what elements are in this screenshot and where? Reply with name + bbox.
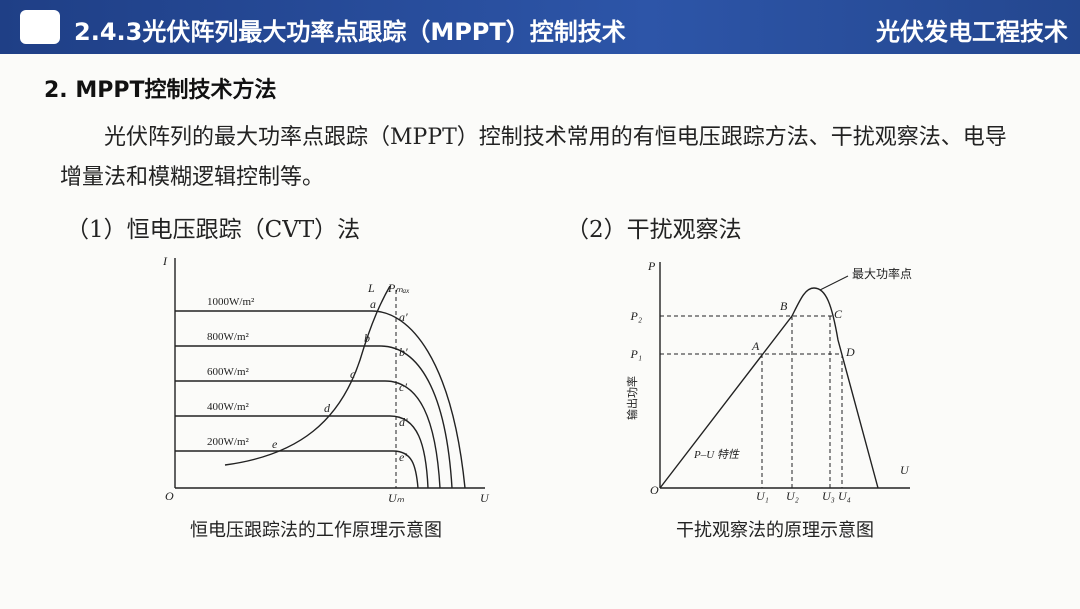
diagram-label: L [367,281,375,295]
diagram-label: a [370,297,376,311]
diagram-label: b′ [399,345,408,359]
caption: 干扰观察法的原理示意图 [676,520,874,541]
diagram-label: c [350,367,356,381]
diagram-label: O [650,483,659,497]
diagram-label: d′ [399,415,408,429]
pu-curve [659,287,879,489]
diagram-label: 输出功率 [625,376,639,420]
iv-curve [175,345,453,489]
diagram-label: 1000W/m² [207,296,255,308]
diagram-label: e′ [399,450,407,464]
diagram-label: 400W/m² [207,401,249,413]
diagram-label: e [272,437,278,451]
diagram-label: U₃ [822,489,835,503]
iv-curve [175,415,429,489]
iv-curve [175,380,441,489]
pointer [819,275,849,291]
diagram-label: c′ [399,380,407,394]
diagram-label: U₁ [756,489,769,503]
logo [20,10,60,44]
diagram-label: P–U 特性 [693,448,740,461]
diagram-label: P₁ [629,347,642,361]
diagram-label: 600W/m² [207,366,249,378]
diagram-label: 800W/m² [207,331,249,343]
iv-curve [175,310,466,489]
subtitle: （1）恒电压跟踪（CVT）法 [66,217,361,243]
diagram-label: 200W/m² [207,436,249,448]
subtitle: （2）干扰观察法 [566,217,742,243]
diagram-label: D [845,345,855,359]
diagram-label: 最大功率点 [852,266,912,281]
diagram-label: C [834,307,843,321]
diagram-label: a′ [399,310,408,324]
diagram-label: U [480,491,490,505]
course-name: 光伏发电工程技术 [876,18,1068,46]
diagram-label: d [324,401,331,415]
iv-curve [175,450,419,489]
header-bar: 2.4.3光伏阵列最大功率点跟踪（MPPT）控制技术 光伏发电工程技术 [0,0,1080,54]
diagram-label: P [647,259,656,273]
diagram-label: U₄ [838,489,851,503]
diagram-label: I [162,254,168,268]
diagram-label: A [751,339,760,353]
diagram-label: B [780,299,788,313]
paragraph: 光伏阵列的最大功率点跟踪（MPPT）控制技术常用的有恒电压跟踪方法、干扰观察法、… [60,125,1007,190]
load-line [224,285,391,466]
header-title: 2.4.3光伏阵列最大功率点跟踪（MPPT）控制技术 [74,18,626,46]
diagram-label: P₂ [629,309,642,323]
diagram-label: b [364,331,370,345]
diagram-label: Uₘ [388,491,405,505]
diagram-label: U [900,463,910,477]
section-heading: 2. MPPT控制技术方法 [44,78,277,103]
caption: 恒电压跟踪法的工作原理示意图 [190,520,442,541]
diagram-label: Pₘₐₓ [387,281,410,295]
diagram-label: O [165,489,174,503]
diagram-label: U₂ [786,489,799,503]
